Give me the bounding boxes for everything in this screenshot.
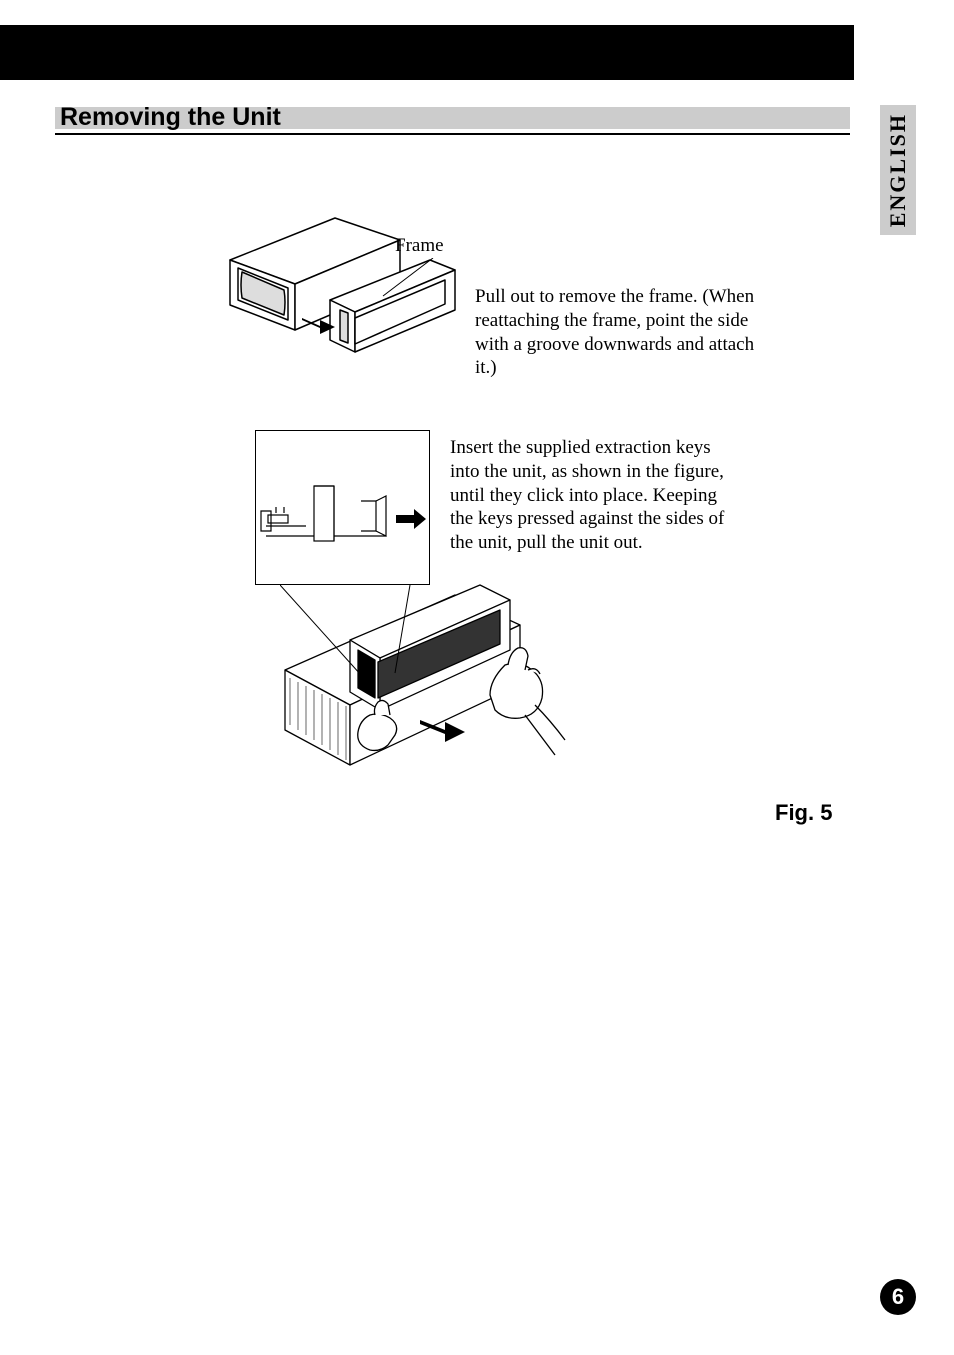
caption-frame-removal: Pull out to remove the frame. (When reat… <box>475 285 775 380</box>
page-number-badge: 6 <box>880 1279 916 1315</box>
page-number: 6 <box>892 1284 904 1310</box>
language-tab: ENGLISH <box>880 105 916 235</box>
section-title: Removing the Unit <box>60 103 281 132</box>
frame-label: Frame <box>395 235 444 257</box>
top-black-bar <box>0 25 854 80</box>
section-header-rule <box>55 133 850 135</box>
frame-leader-line <box>378 258 438 298</box>
extraction-key-inset <box>255 430 430 585</box>
section-header: Removing the Unit <box>55 105 850 135</box>
figure-number: Fig. 5 <box>775 800 832 826</box>
unit-extraction-figure <box>280 570 570 790</box>
caption-extraction-keys: Insert the supplied extraction keys into… <box>450 436 740 555</box>
language-tab-text: ENGLISH <box>885 113 911 227</box>
